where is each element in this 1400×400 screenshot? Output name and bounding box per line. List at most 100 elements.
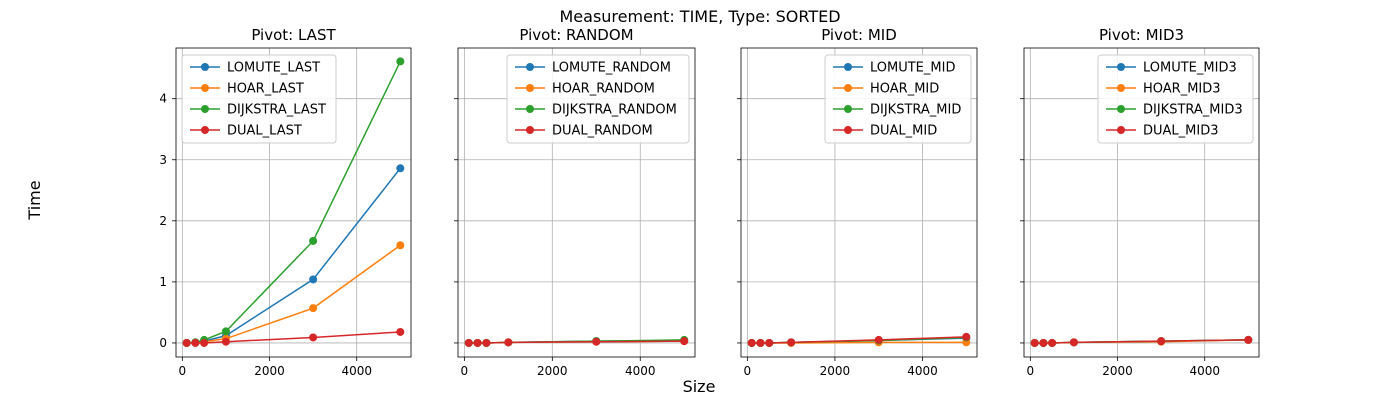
figure-suptitle: Measurement: TIME, Type: SORTED (559, 7, 840, 26)
legend: LOMUTE_RANDOM HOAR_RANDOM DIJKSTRA_RANDOM D… (506, 54, 690, 144)
data-point (464, 338, 473, 347)
x-tick-label: 0 (744, 364, 752, 378)
legend-swatch-marker (844, 105, 852, 113)
x-tick-label: 0 (179, 364, 187, 378)
legend-label: DUAL_MID (870, 124, 937, 139)
legend-swatch-marker (1117, 63, 1125, 71)
data-point (787, 338, 796, 347)
legend-swatch-marker (1117, 84, 1125, 92)
data-point (874, 335, 883, 344)
legend-box (181, 54, 337, 144)
subplot-1: 0 2000 4000 0 1 2 3 4 Pivot: LAST LOMUTE_LAST HOAR… (159, 26, 412, 378)
y-tick-label: 3 (159, 153, 167, 167)
legend-label: LOMUTE_LAST (227, 61, 320, 76)
data-point (592, 337, 601, 346)
data-point (396, 327, 405, 336)
x-tick-label: 2000 (537, 364, 568, 378)
x-tick-label: 2000 (254, 364, 285, 378)
legend-label: DUAL_LAST (227, 124, 302, 139)
legend-label: DUAL_RANDOM (552, 124, 653, 139)
data-point (221, 327, 230, 336)
legend-label: LOMUTE_MID3 (1143, 61, 1237, 76)
x-tick-label: 4000 (907, 364, 938, 378)
legend-label: HOAR_MID3 (1143, 82, 1221, 97)
data-point (1069, 338, 1078, 347)
data-point (756, 338, 765, 347)
data-point (482, 338, 491, 347)
x-tick-label: 2000 (820, 364, 851, 378)
y-tick-label: 2 (159, 214, 167, 228)
legend-label: DIJKSTRA_RANDOM (552, 103, 677, 118)
subplot-title: Pivot: LAST (251, 26, 336, 44)
axes-frame (457, 47, 696, 358)
x-tick-label: 4000 (341, 364, 372, 378)
legend-swatch-marker (844, 126, 852, 134)
data-point (504, 338, 513, 347)
legend-label: DIJKSTRA_MID (870, 103, 961, 118)
data-point (309, 236, 318, 245)
data-point (191, 338, 200, 347)
data-point (962, 332, 971, 341)
legend: LOMUTE_MID3 HOAR_MID3 DIJKSTRA_MID3 DUAL_MI… (1097, 54, 1254, 144)
legend-swatch-marker (201, 63, 209, 71)
legend-swatch-marker (1117, 105, 1125, 113)
subplots-group: 0 2000 4000 0 1 2 3 4 Pivot: LAST LOMUTE_LAST HOAR… (159, 26, 1260, 378)
subplot-title: Pivot: RANDOM (519, 26, 633, 44)
legend-swatch-marker (526, 84, 534, 92)
figure-ylabel: Time (25, 180, 44, 220)
legend-swatch-marker (526, 126, 534, 134)
figure-xlabel: Size (683, 377, 716, 396)
legend-label: DIJKSTRA_MID3 (1143, 103, 1243, 118)
axes-frame (740, 47, 978, 358)
legend-swatch-marker (201, 105, 209, 113)
subplot-3: 0 2000 4000 Pivot: MID LOMUTE_MID HOAR_MID DIJ… (737, 26, 978, 378)
data-point (309, 333, 318, 342)
legend-label: DUAL_MID3 (1143, 124, 1219, 139)
y-tick-label: 0 (159, 336, 167, 350)
x-tick-label: 4000 (1189, 364, 1220, 378)
data-point (1030, 338, 1039, 347)
legend-label: LOMUTE_MID (870, 61, 955, 76)
data-point (1157, 337, 1166, 346)
legend-swatch-marker (526, 63, 534, 71)
data-point (1039, 338, 1048, 347)
legend-label: HOAR_LAST (227, 82, 304, 97)
subplot-4: 0 2000 4000 Pivot: MID3 LOMUTE_MID3 HOAR_MID3… (1020, 26, 1260, 378)
data-point (396, 241, 405, 250)
y-tick-label: 1 (159, 275, 167, 289)
legend: LOMUTE_MID HOAR_MID DIJKSTRA_MID DUAL_MID (824, 54, 972, 144)
data-point (680, 337, 689, 346)
legend-box (506, 54, 690, 144)
legend-swatch-marker (1117, 126, 1125, 134)
x-tick-label: 0 (461, 364, 469, 378)
legend-swatch-marker (844, 63, 852, 71)
data-point (200, 338, 209, 347)
legend-box (1097, 54, 1254, 144)
legend-swatch-marker (201, 126, 209, 134)
data-point (309, 304, 318, 313)
legend-box (824, 54, 972, 144)
data-point (182, 338, 191, 347)
data-point (1048, 338, 1057, 347)
data-point (765, 338, 774, 347)
legend-label: DIJKSTRA_LAST (227, 103, 326, 118)
data-point (1244, 335, 1253, 344)
x-tick-label: 4000 (625, 364, 656, 378)
legend-swatch-marker (526, 105, 534, 113)
data-point (396, 164, 405, 173)
axes-frame (175, 47, 412, 358)
subplot-2: 0 2000 4000 Pivot: RANDOM LOMUTE_RANDOM HOAR_… (454, 26, 696, 378)
legend-swatch-marker (201, 84, 209, 92)
legend-label: HOAR_MID (870, 82, 939, 97)
subplot-title: Pivot: MID (821, 26, 897, 44)
x-tick-label: 0 (1027, 364, 1035, 378)
x-tick-label: 2000 (1102, 364, 1133, 378)
subplot-title: Pivot: MID3 (1099, 26, 1184, 44)
data-point (473, 338, 482, 347)
data-point (221, 337, 230, 346)
y-tick-label: 4 (159, 92, 167, 106)
data-point (747, 338, 756, 347)
axes-frame (1023, 47, 1260, 358)
legend-label: LOMUTE_RANDOM (552, 61, 671, 76)
